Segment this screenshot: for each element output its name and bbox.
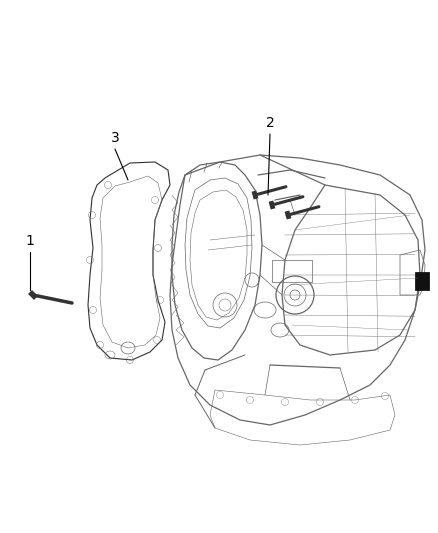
Bar [272, 260, 312, 282]
Text: 3: 3 [111, 131, 120, 145]
Bar [415, 272, 429, 290]
Text: 1: 1 [25, 234, 35, 248]
Text: 2: 2 [265, 116, 274, 130]
